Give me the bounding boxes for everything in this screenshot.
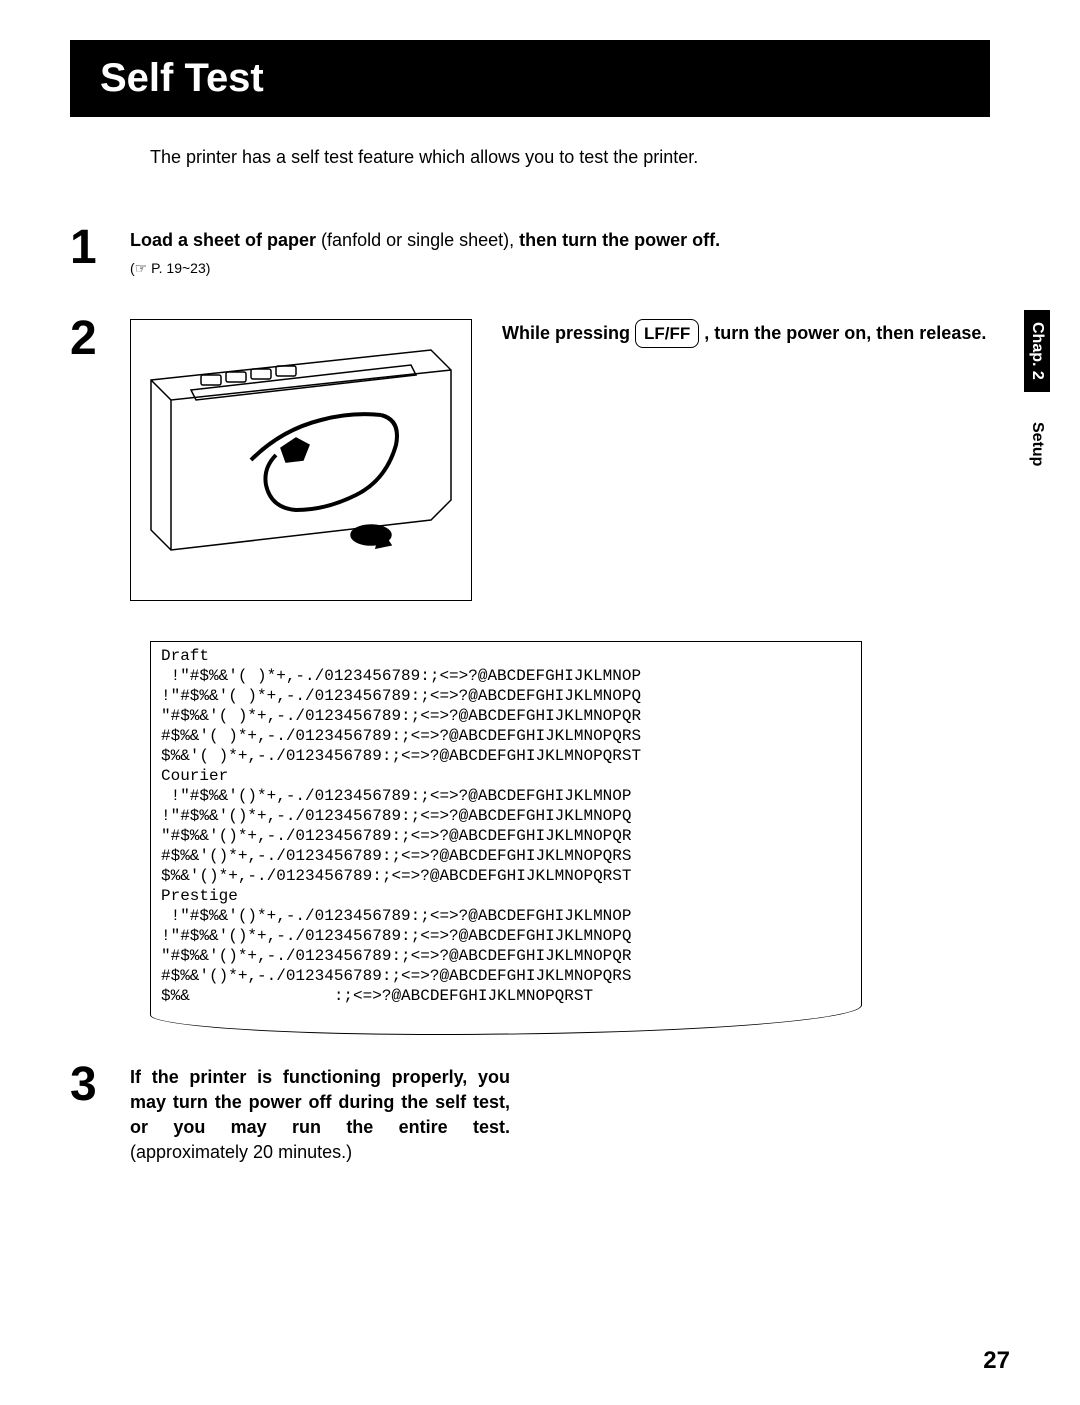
printer-illustration [130,319,472,601]
step-body: Load a sheet of paper (fanfold or single… [130,228,990,279]
step1-bold2: then turn the power off. [519,230,720,250]
step-number: 1 [70,224,130,272]
step-body: If the printer is functioning properly, … [130,1065,510,1166]
lf-ff-key: LF/FF [635,319,699,349]
self-test-printout: Draft !"#$%&'( )*+,-./0123456789:;<=>?@A… [150,641,862,1035]
step2-bold2: , turn the power on, then release. [699,323,986,343]
page-reference: (☞ P. 19~23) [130,259,990,279]
setup-tab: Setup [1024,410,1050,478]
side-tabs: Chap. 2 Setup [1024,310,1050,478]
chapter-tab: Chap. 2 [1024,310,1050,392]
intro-text: The printer has a self test feature whic… [150,147,990,168]
step2-instruction: While pressing LF/FF , turn the power on… [502,319,990,349]
step3-plain1: (approximately 20 minutes.) [130,1142,352,1162]
step-number: 2 [70,315,130,363]
step-2: 2 [70,319,990,601]
step-body: While pressing LF/FF , turn the power on… [130,319,990,601]
step-number: 3 [70,1061,130,1109]
step1-bold1: Load a sheet of paper [130,230,316,250]
step-3: 3 If the printer is functioning properly… [70,1065,990,1166]
step2-bold1: While pressing [502,323,635,343]
step3-bold1: If the printer is functioning properly, … [130,1067,510,1137]
step1-plain1: (fanfold or single sheet), [316,230,519,250]
step-1: 1 Load a sheet of paper (fanfold or sing… [70,228,990,279]
page-number: 27 [983,1347,1010,1375]
section-title: Self Test [100,56,960,101]
section-title-bar: Self Test [70,40,990,117]
